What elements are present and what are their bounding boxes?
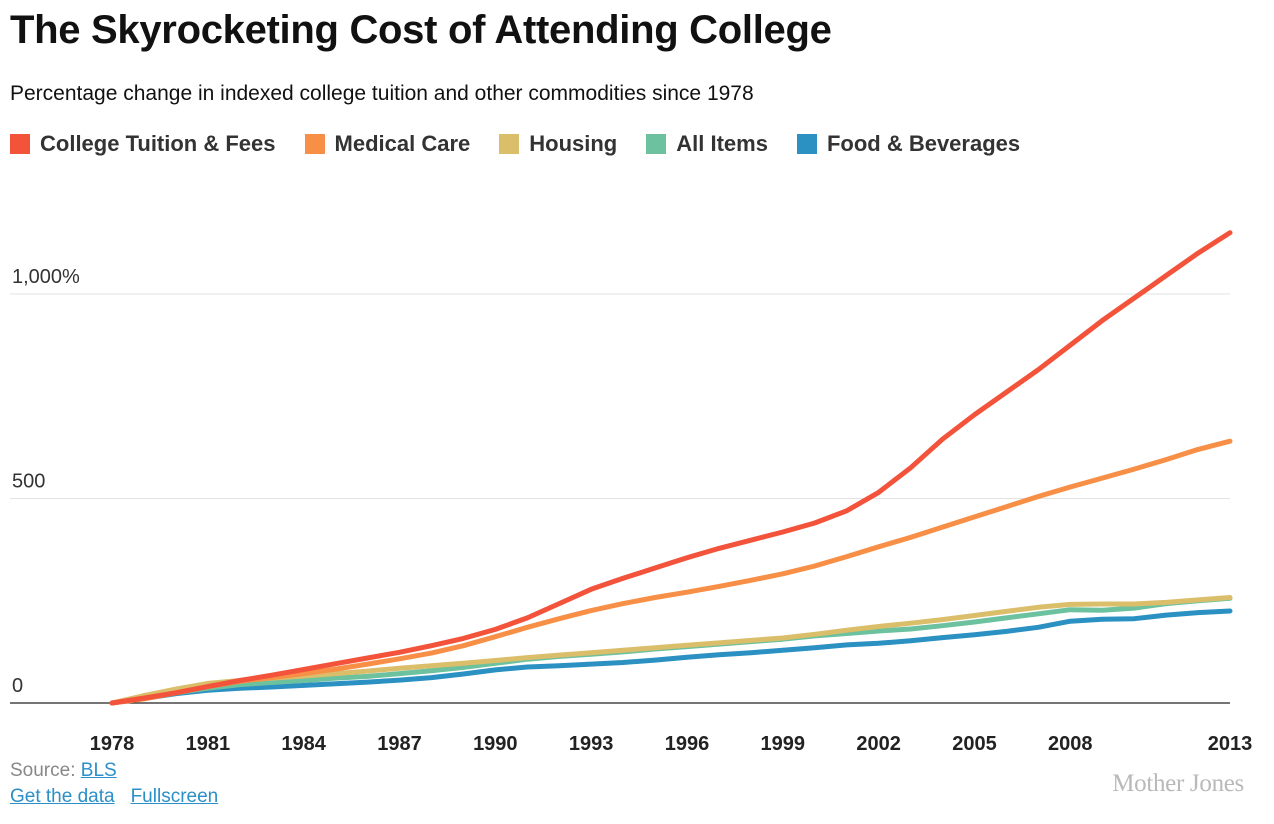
legend-swatch — [646, 134, 667, 154]
legend-label: College Tuition & Fees — [40, 131, 276, 156]
y-tick-label: 1,000% — [12, 266, 80, 288]
legend-item-college-tuition[interactable]: College Tuition & Fees — [10, 131, 276, 157]
gridlines — [10, 293, 1230, 704]
legend-item-all-items[interactable]: All Items — [646, 131, 768, 157]
legend-label: Food & Beverages — [826, 131, 1021, 156]
x-tick-label: 1990 — [473, 733, 518, 755]
source-line: Source: BLS — [10, 758, 218, 784]
x-tick-label: 1996 — [665, 733, 710, 755]
x-tick-label: 1981 — [186, 733, 231, 755]
fullscreen-link[interactable]: Fullscreen — [130, 786, 219, 807]
legend-swatch — [10, 134, 30, 154]
footer: Source: BLS Get the data Fullscreen — [10, 758, 218, 810]
y-tick-label: 0 — [12, 675, 23, 697]
legend: College Tuition & Fees Medical Care Hous… — [10, 131, 1049, 157]
source-link[interactable]: BLS — [80, 760, 117, 781]
legend-label: Medical Care — [334, 131, 471, 156]
x-tick-label: 2008 — [1048, 733, 1093, 755]
x-tick-label: 1993 — [569, 733, 614, 755]
x-tick-label: 1984 — [281, 733, 326, 755]
x-tick-label: 2002 — [856, 733, 901, 755]
series-line-food-beverages[interactable] — [109, 608, 1233, 706]
chart-title: The Skyrocketing Cost of Attending Colle… — [10, 8, 832, 52]
links-line: Get the data Fullscreen — [10, 784, 218, 810]
series-lines — [109, 230, 1233, 706]
legend-item-housing[interactable]: Housing — [499, 131, 617, 157]
legend-label: Housing — [529, 131, 618, 156]
series-line-medical-care[interactable] — [109, 438, 1233, 706]
x-tick-label: 2005 — [952, 733, 997, 755]
legend-swatch — [304, 134, 325, 154]
x-tick-label: 1987 — [377, 733, 422, 755]
y-tick-label: 500 — [12, 471, 45, 493]
legend-label: All Items — [676, 131, 768, 156]
brand-logo: Mother Jones — [1112, 770, 1244, 797]
legend-item-medical-care[interactable]: Medical Care — [304, 131, 471, 157]
legend-swatch — [796, 134, 817, 154]
x-tick-labels: 1978 1981 1984 1987 1990 1993 1996 1999 2002 2005… — [90, 733, 1253, 755]
series-line-college-tuition-fees[interactable] — [109, 230, 1233, 706]
legend-swatch — [499, 134, 520, 154]
legend-item-food-beverages[interactable]: Food & Beverages — [796, 131, 1021, 157]
x-tick-label: 1978 — [90, 733, 135, 755]
x-tick-label: 1999 — [761, 733, 806, 755]
y-tick-labels: 0 500 1,000% — [12, 266, 80, 697]
chart-subtitle: Percentage change in indexed college tui… — [10, 82, 754, 105]
get-data-link[interactable]: Get the data — [10, 786, 115, 807]
source-label: Source: — [10, 760, 76, 781]
x-tick-label: 2013 — [1208, 733, 1253, 755]
